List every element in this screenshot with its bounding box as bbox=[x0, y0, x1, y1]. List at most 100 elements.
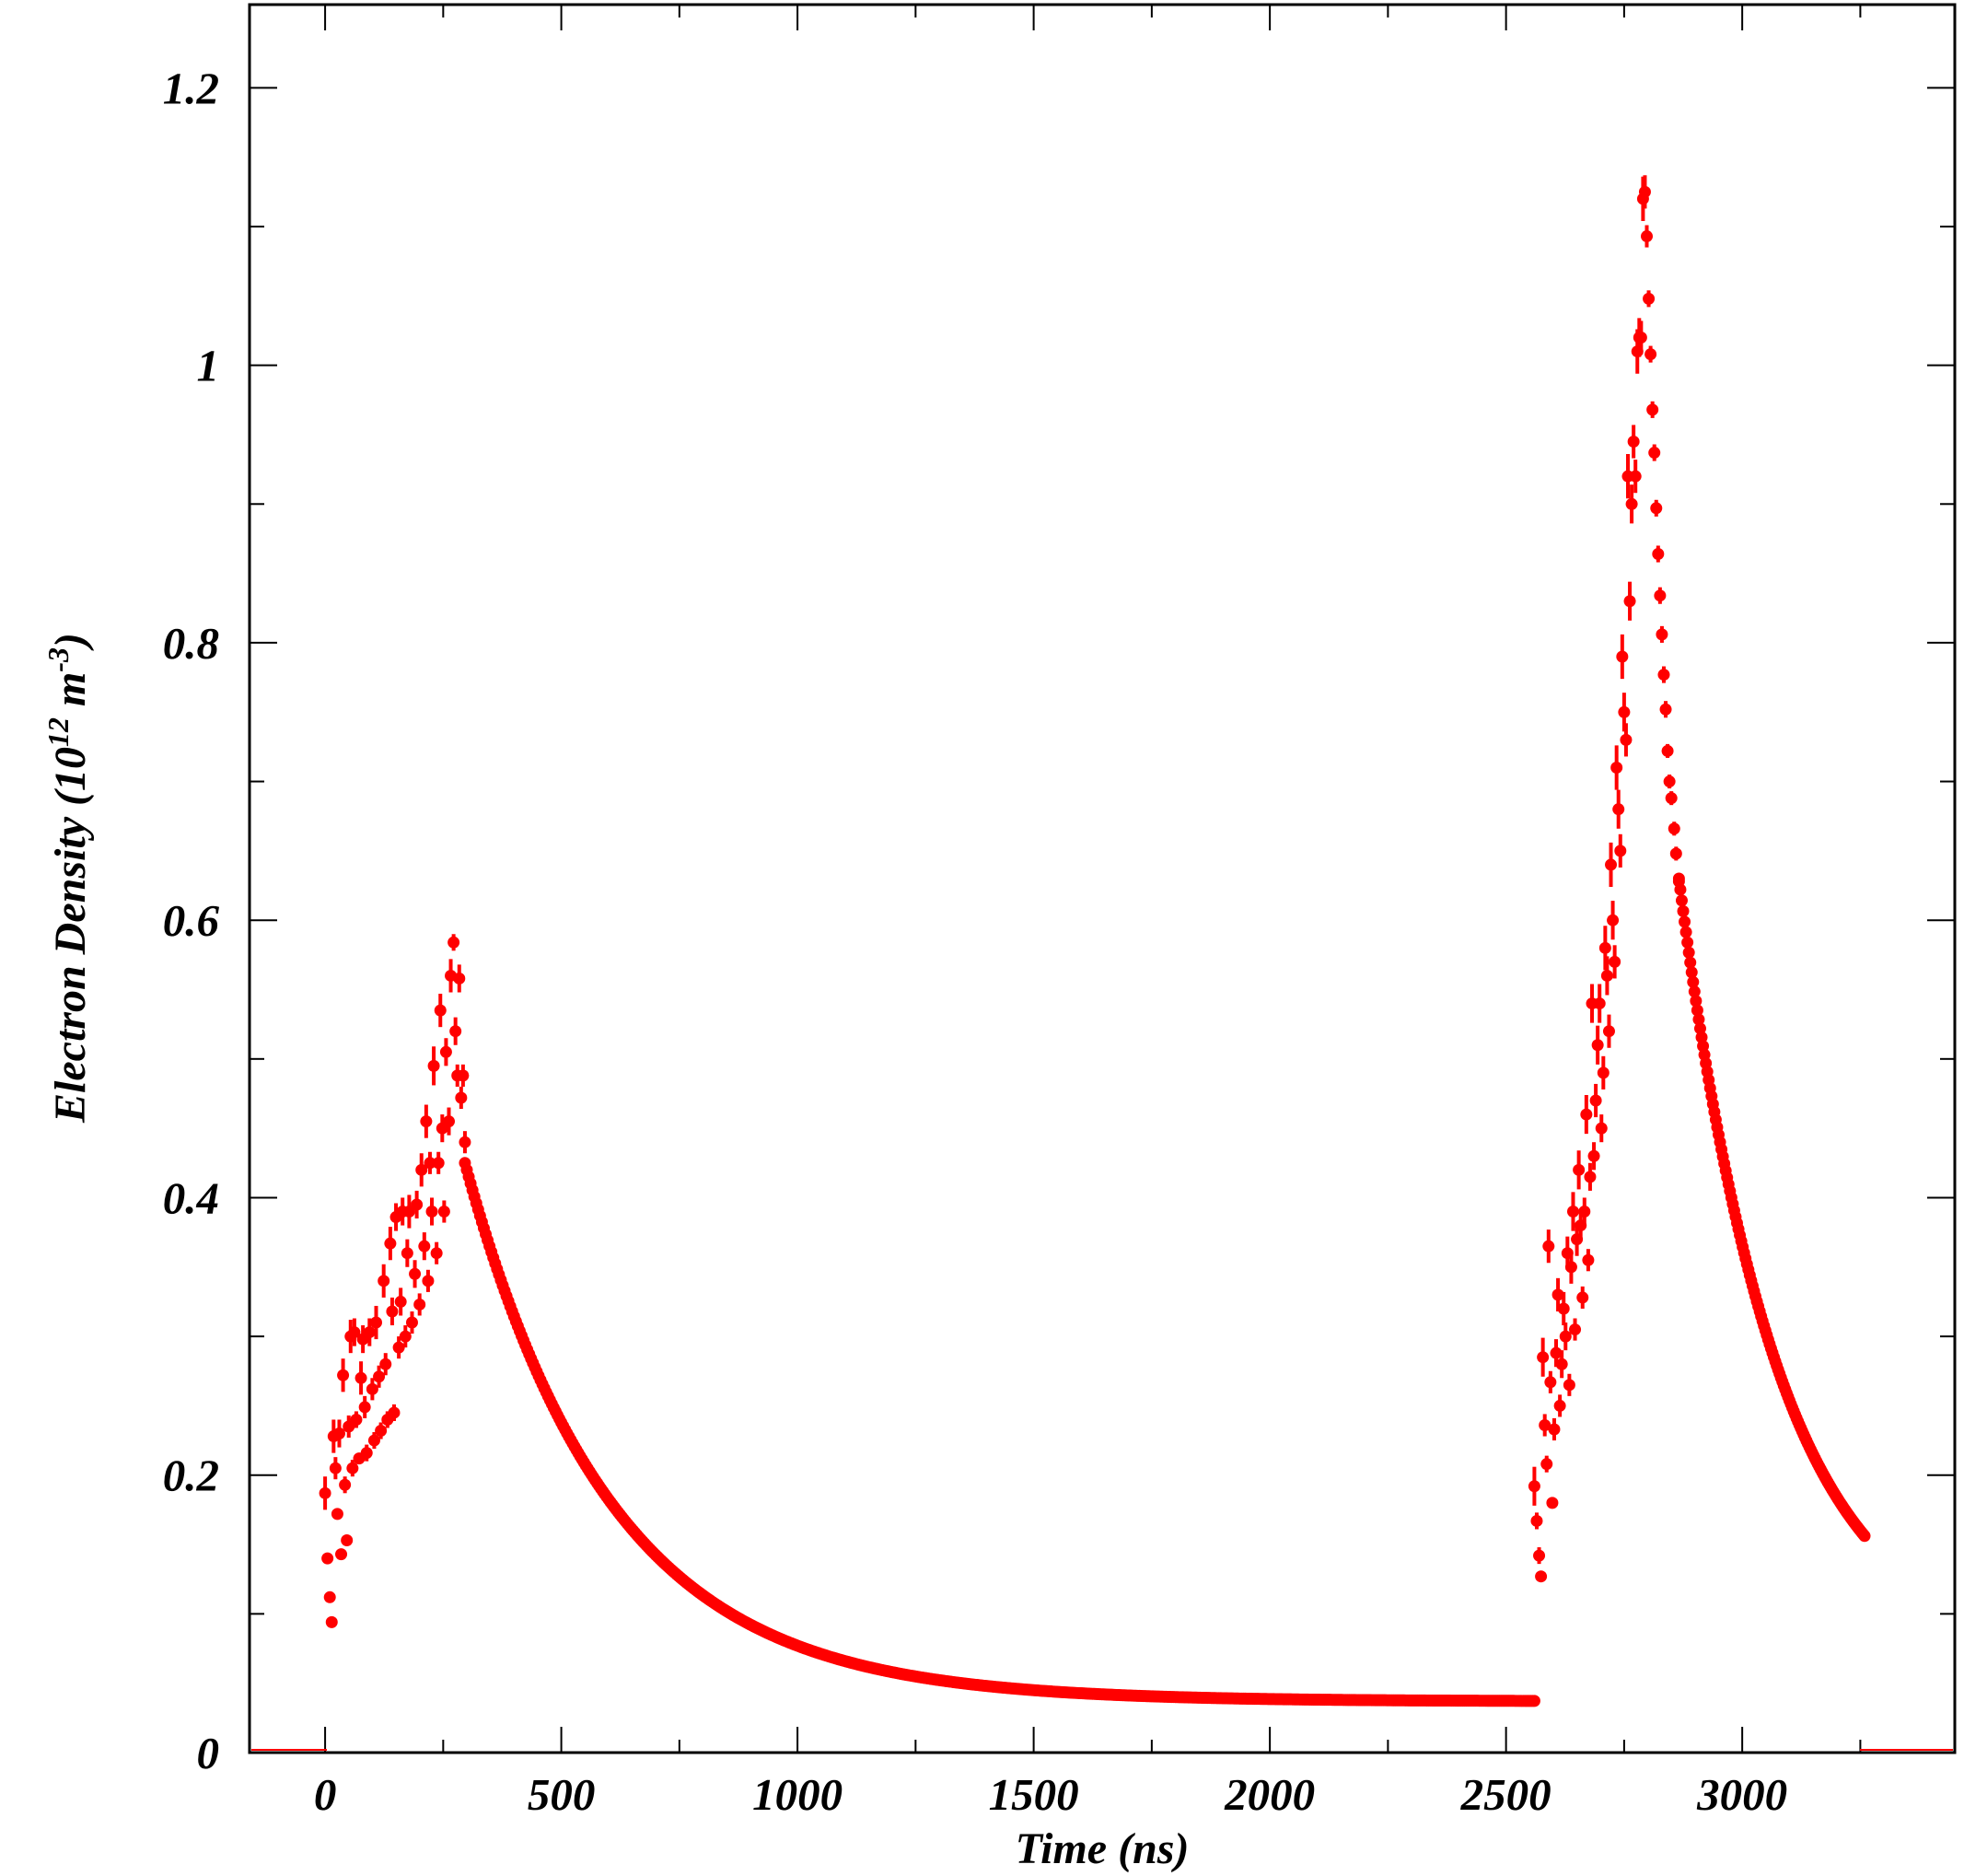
point-marker bbox=[1614, 845, 1627, 857]
data-point bbox=[457, 1064, 470, 1087]
point-marker bbox=[420, 1115, 433, 1128]
point-marker bbox=[1609, 955, 1621, 968]
point-marker bbox=[369, 1316, 382, 1329]
point-marker bbox=[1648, 447, 1661, 460]
point-marker bbox=[1593, 997, 1606, 1010]
point-marker bbox=[1693, 1022, 1706, 1035]
point-marker bbox=[329, 1462, 342, 1474]
data-point bbox=[402, 1194, 415, 1229]
data-point bbox=[1576, 1286, 1589, 1309]
point-marker bbox=[1669, 847, 1682, 860]
point-marker bbox=[321, 1552, 334, 1565]
data-point bbox=[369, 1305, 382, 1340]
data-point bbox=[392, 1336, 405, 1359]
point-marker bbox=[1546, 1497, 1559, 1509]
point-marker bbox=[434, 1004, 447, 1017]
data-point bbox=[1663, 775, 1676, 789]
data-point bbox=[1659, 701, 1672, 718]
data-point bbox=[447, 934, 460, 951]
data-point bbox=[1657, 666, 1670, 683]
data-point bbox=[1598, 926, 1611, 971]
data-point bbox=[439, 1038, 452, 1066]
point-marker bbox=[1537, 1351, 1550, 1364]
data-point bbox=[1648, 444, 1661, 461]
y-axis-title-mid: m bbox=[46, 672, 95, 717]
point-marker bbox=[1553, 1399, 1566, 1412]
data-point bbox=[1679, 926, 1692, 938]
data-point bbox=[335, 1548, 348, 1561]
point-marker bbox=[1557, 1302, 1570, 1315]
data-point bbox=[409, 1260, 422, 1288]
data-point bbox=[343, 1415, 355, 1439]
point-marker bbox=[449, 1025, 462, 1038]
y-tick-label: 0.4 bbox=[163, 1172, 219, 1223]
data-point bbox=[434, 994, 447, 1028]
point-marker bbox=[1620, 733, 1633, 746]
data-point bbox=[1690, 995, 1703, 1008]
data-point bbox=[1661, 743, 1674, 758]
point-marker bbox=[405, 1316, 418, 1329]
data-point bbox=[449, 1017, 462, 1045]
point-marker bbox=[453, 972, 466, 985]
data-point bbox=[325, 1615, 338, 1628]
plot-frame bbox=[248, 3, 1957, 1754]
data-point bbox=[366, 1378, 378, 1401]
data-point bbox=[388, 1404, 401, 1421]
data-point bbox=[378, 1264, 390, 1298]
point-marker bbox=[1600, 969, 1613, 982]
point-marker bbox=[332, 1427, 345, 1440]
point-marker bbox=[418, 1240, 431, 1253]
data-point bbox=[1584, 1162, 1597, 1191]
point-marker bbox=[1659, 703, 1672, 716]
point-marker bbox=[1681, 936, 1694, 949]
point-marker bbox=[343, 1420, 355, 1433]
data-point bbox=[442, 1107, 455, 1136]
point-marker bbox=[1566, 1206, 1579, 1218]
point-marker bbox=[430, 1247, 443, 1260]
data-point bbox=[1587, 1142, 1600, 1171]
data-point bbox=[1600, 956, 1613, 996]
data-point bbox=[459, 1131, 471, 1154]
point-marker bbox=[1682, 946, 1695, 959]
point-marker bbox=[1535, 1570, 1548, 1583]
point-marker bbox=[392, 1341, 405, 1354]
point-marker bbox=[1641, 230, 1654, 243]
data-point bbox=[1858, 1530, 1871, 1543]
point-marker bbox=[1688, 985, 1701, 998]
data-point bbox=[1682, 946, 1695, 959]
point-marker bbox=[1602, 1025, 1615, 1038]
data-point bbox=[1687, 975, 1700, 988]
x-tick-label: 3000 bbox=[1696, 1769, 1787, 1820]
data-point bbox=[1528, 1466, 1540, 1506]
data-point bbox=[1643, 290, 1656, 308]
data-point bbox=[1551, 1277, 1564, 1311]
data-points bbox=[319, 175, 1871, 1707]
point-marker bbox=[1858, 1530, 1871, 1543]
data-point bbox=[1669, 846, 1682, 861]
point-marker bbox=[1551, 1288, 1564, 1301]
point-marker bbox=[1528, 1480, 1540, 1493]
data-point bbox=[1537, 1337, 1550, 1377]
point-marker bbox=[319, 1486, 331, 1499]
point-marker bbox=[1616, 650, 1629, 663]
point-marker bbox=[1663, 775, 1676, 788]
data-point bbox=[1593, 984, 1606, 1023]
point-marker bbox=[335, 1548, 348, 1561]
point-marker bbox=[413, 1298, 426, 1311]
point-marker bbox=[1539, 1419, 1551, 1432]
data-point bbox=[1641, 225, 1654, 248]
point-marker bbox=[1580, 1108, 1593, 1121]
x-tick-label: 2000 bbox=[1224, 1769, 1315, 1820]
point-marker bbox=[1627, 436, 1640, 448]
point-marker bbox=[1650, 502, 1663, 515]
data-point bbox=[1685, 966, 1698, 979]
data-point bbox=[1693, 1022, 1706, 1035]
data-point bbox=[1559, 1323, 1572, 1351]
data-point bbox=[358, 1395, 371, 1418]
data-point bbox=[1656, 625, 1668, 643]
data-point bbox=[367, 1432, 380, 1450]
data-point bbox=[415, 1153, 428, 1187]
point-marker bbox=[409, 1267, 422, 1280]
point-marker bbox=[1623, 595, 1636, 608]
point-marker bbox=[379, 1357, 392, 1370]
